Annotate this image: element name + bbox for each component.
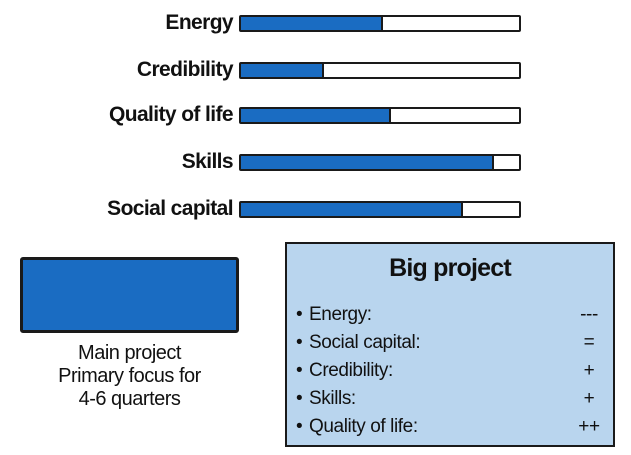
meter-track xyxy=(239,201,521,218)
list-item: • Quality of life: ++ xyxy=(296,413,604,441)
item-name: Credibility: xyxy=(309,360,393,381)
meter-credibility: Credibility xyxy=(0,58,631,82)
meter-energy: Energy xyxy=(0,11,631,35)
meters-panel: Energy Credibility Quality of life Skill… xyxy=(0,11,631,221)
meter-fill xyxy=(241,109,392,122)
big-project-box: Big project • Energy: --- • Social capit… xyxy=(285,242,615,447)
meter-quality-of-life: Quality of life xyxy=(0,103,631,127)
list-item: • Credibility: + xyxy=(296,357,604,385)
main-project-line: Primary focus for xyxy=(58,365,201,387)
meter-fill xyxy=(241,64,325,77)
bullet-icon: • xyxy=(296,304,303,325)
bullet-icon: • xyxy=(296,416,303,437)
main-project-line: 4-6 quarters xyxy=(78,388,181,410)
meter-label: Skills xyxy=(181,150,234,173)
big-project-title: Big project xyxy=(389,254,512,282)
list-item: • Skills: + xyxy=(296,385,604,413)
meter-track xyxy=(239,154,521,171)
meter-skills: Skills xyxy=(0,150,631,174)
main-project-line: Main project xyxy=(78,342,181,364)
main-project-block xyxy=(20,257,239,333)
meter-track xyxy=(239,62,521,79)
item-name: Skills: xyxy=(309,388,356,409)
item-name: Quality of life: xyxy=(309,416,418,437)
bullet-icon: • xyxy=(296,388,303,409)
meter-track xyxy=(239,15,521,32)
big-project-list: • Energy: --- • Social capital: = • Cred… xyxy=(296,301,604,441)
item-rating: + xyxy=(583,388,595,409)
list-item: • Social capital: = xyxy=(296,329,604,357)
bullet-icon: • xyxy=(296,360,303,381)
meter-social-capital: Social capital xyxy=(0,197,631,221)
item-rating: = xyxy=(583,332,595,353)
meter-label: Quality of life xyxy=(108,103,234,126)
list-item: • Energy: --- xyxy=(296,301,604,329)
item-name: Social capital: xyxy=(309,332,421,353)
meter-fill xyxy=(241,203,464,216)
meter-track xyxy=(239,107,521,124)
item-rating: ++ xyxy=(578,416,600,437)
meter-fill xyxy=(241,156,494,169)
item-rating: --- xyxy=(580,304,598,325)
meter-label: Credibility xyxy=(136,58,234,81)
bullet-icon: • xyxy=(296,332,303,353)
meter-label: Energy xyxy=(165,11,233,34)
item-name: Energy: xyxy=(309,304,372,325)
main-project-caption: Main project Primary focus for 4-6 quart… xyxy=(0,342,259,411)
item-rating: + xyxy=(583,360,595,381)
meter-fill xyxy=(241,17,383,30)
meter-label: Social capital xyxy=(107,197,233,220)
